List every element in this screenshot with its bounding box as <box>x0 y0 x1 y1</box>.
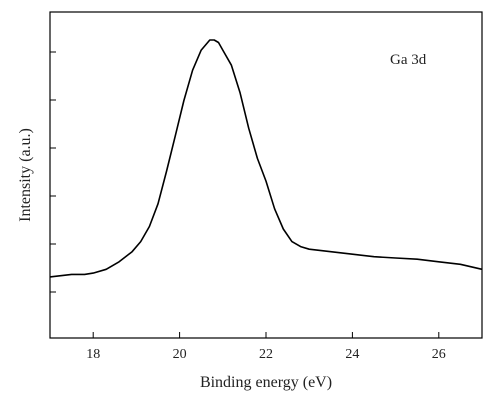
x-tick-label: 22 <box>259 347 273 362</box>
x-axis-ticks: 18 20 22 24 26 <box>86 332 446 362</box>
y-axis-ticks <box>50 51 56 293</box>
spectrum-line <box>49 39 483 278</box>
peak-annotation: Ga 3d <box>390 52 427 68</box>
x-tick-label: 26 <box>432 347 446 362</box>
x-tick-label: 24 <box>345 347 359 362</box>
x-tick-label: 20 <box>173 347 187 362</box>
x-tick-label: 18 <box>86 347 100 362</box>
x-axis-label: Binding energy (eV) <box>200 374 332 391</box>
y-axis-label: Intensity (a.u.) <box>17 128 34 222</box>
